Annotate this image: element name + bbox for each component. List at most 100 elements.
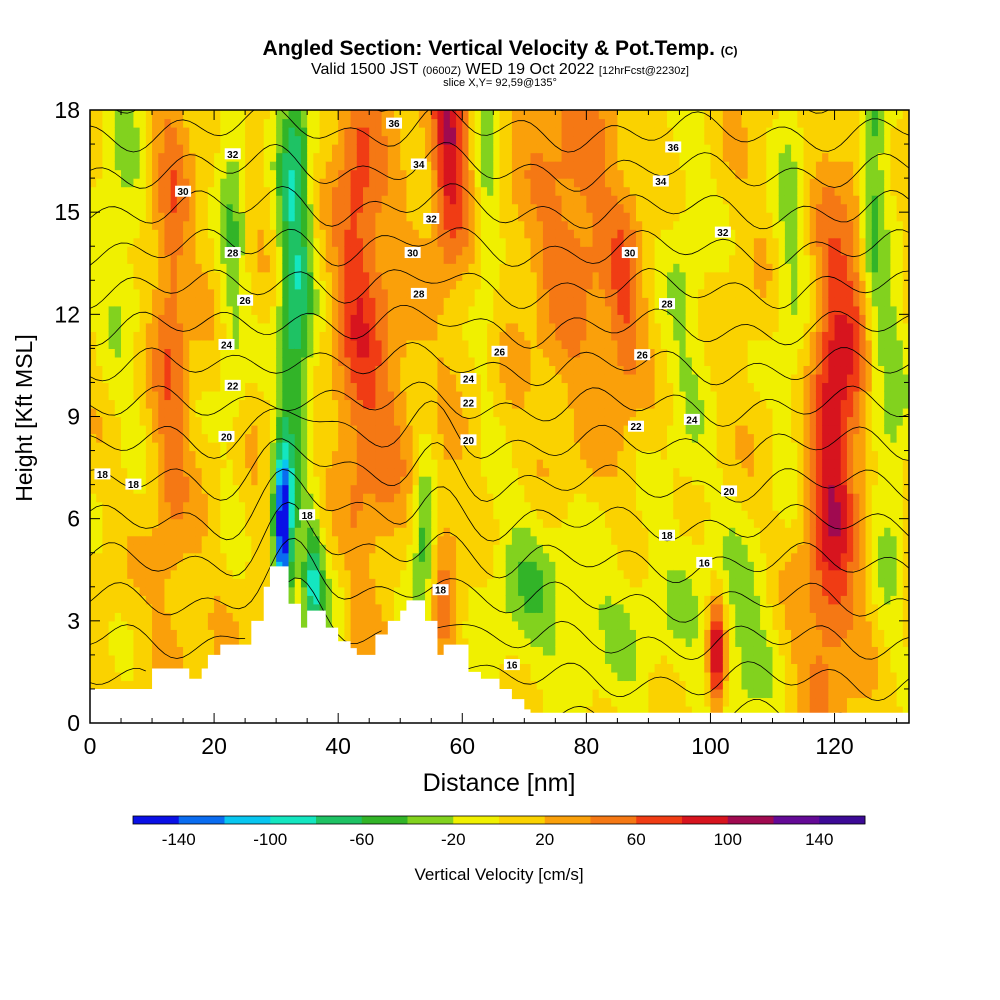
field-cell <box>381 493 389 503</box>
field-cell <box>294 178 302 188</box>
field-cell <box>294 518 302 528</box>
field-cell <box>325 433 333 443</box>
field-cell <box>114 399 122 409</box>
field-cell <box>505 254 513 264</box>
field-cell <box>207 229 215 239</box>
field-cell <box>226 356 234 367</box>
field-cell <box>226 254 234 264</box>
field-cell <box>238 561 246 571</box>
field-cell <box>338 356 345 367</box>
field-cell <box>369 246 376 256</box>
field-cell <box>462 637 470 647</box>
field-cell <box>499 552 507 562</box>
field-cell <box>425 118 432 128</box>
field-cell <box>282 493 290 503</box>
field-cell <box>96 569 103 579</box>
field-cell <box>145 195 153 205</box>
field-cell <box>282 152 290 162</box>
field-cell <box>164 314 172 324</box>
field-cell <box>238 161 246 171</box>
field-cell <box>493 195 501 205</box>
field-cell <box>480 510 488 520</box>
field-cell <box>331 297 339 307</box>
field-cell <box>505 322 513 332</box>
field-cell <box>114 314 122 324</box>
field-cell <box>487 152 494 162</box>
field-cell <box>313 305 321 315</box>
field-cell <box>381 212 389 222</box>
field-cell <box>207 510 215 520</box>
field-cell <box>375 161 383 171</box>
field-cell <box>90 280 97 290</box>
field-cell <box>90 305 97 315</box>
field-cell <box>487 229 494 239</box>
field-cell <box>462 237 470 247</box>
field-cell <box>300 390 308 401</box>
field-cell <box>90 390 97 401</box>
field-cell <box>381 399 389 409</box>
field-cell <box>114 246 122 256</box>
field-cell <box>189 416 197 426</box>
field-cell <box>511 442 519 452</box>
field-cell <box>487 186 494 196</box>
field-cell <box>176 263 184 273</box>
field-cell <box>282 127 290 137</box>
field-cell <box>232 373 240 384</box>
field-cell <box>251 305 259 315</box>
field-cell <box>406 331 414 341</box>
field-cell <box>102 220 110 230</box>
field-cell <box>381 373 389 384</box>
field-cell <box>195 552 203 562</box>
field-cell <box>418 322 426 332</box>
field-cell <box>102 390 110 401</box>
field-cell <box>307 110 314 120</box>
field-cell <box>493 263 501 273</box>
field-cell <box>282 280 290 290</box>
field-cell <box>462 288 470 298</box>
field-cell <box>269 501 277 511</box>
field-cell <box>282 246 290 256</box>
field-cell <box>474 603 482 613</box>
field-cell <box>214 629 221 639</box>
field-cell <box>269 527 277 537</box>
field-cell <box>145 152 153 162</box>
field-cell <box>127 280 135 290</box>
field-cell <box>183 527 190 537</box>
field-cell <box>462 203 470 213</box>
field-cell <box>108 314 116 324</box>
field-cell <box>344 135 352 145</box>
field-cell <box>102 288 110 298</box>
field-cell <box>158 527 166 537</box>
field-cell <box>189 552 197 562</box>
field-cell <box>394 178 401 188</box>
field-cell <box>331 305 339 315</box>
field-cell <box>456 161 463 171</box>
field-cell <box>257 586 265 596</box>
field-cell <box>505 680 513 690</box>
field-cell <box>207 110 215 120</box>
field-cell <box>114 561 122 571</box>
field-cell <box>214 578 221 588</box>
field-cell <box>474 331 482 341</box>
field-cell <box>139 254 147 264</box>
field-cell <box>480 322 488 332</box>
field-cell <box>251 586 259 596</box>
field-cell <box>152 459 159 469</box>
field-cell <box>176 118 184 128</box>
field-cell <box>437 365 445 375</box>
field-cell <box>201 127 209 137</box>
field-cell <box>319 527 327 537</box>
field-cell <box>145 425 153 435</box>
field-cell <box>282 510 290 520</box>
field-cell <box>412 373 420 384</box>
field-cell <box>375 586 383 596</box>
field-cell <box>214 322 221 332</box>
field-cell <box>356 288 364 298</box>
field-cell <box>226 373 234 384</box>
field-cell <box>363 152 370 162</box>
field-cell <box>207 552 215 562</box>
field-cell <box>313 586 321 596</box>
field-cell <box>269 127 277 137</box>
field-cell <box>344 407 352 418</box>
field-cell <box>245 203 252 213</box>
